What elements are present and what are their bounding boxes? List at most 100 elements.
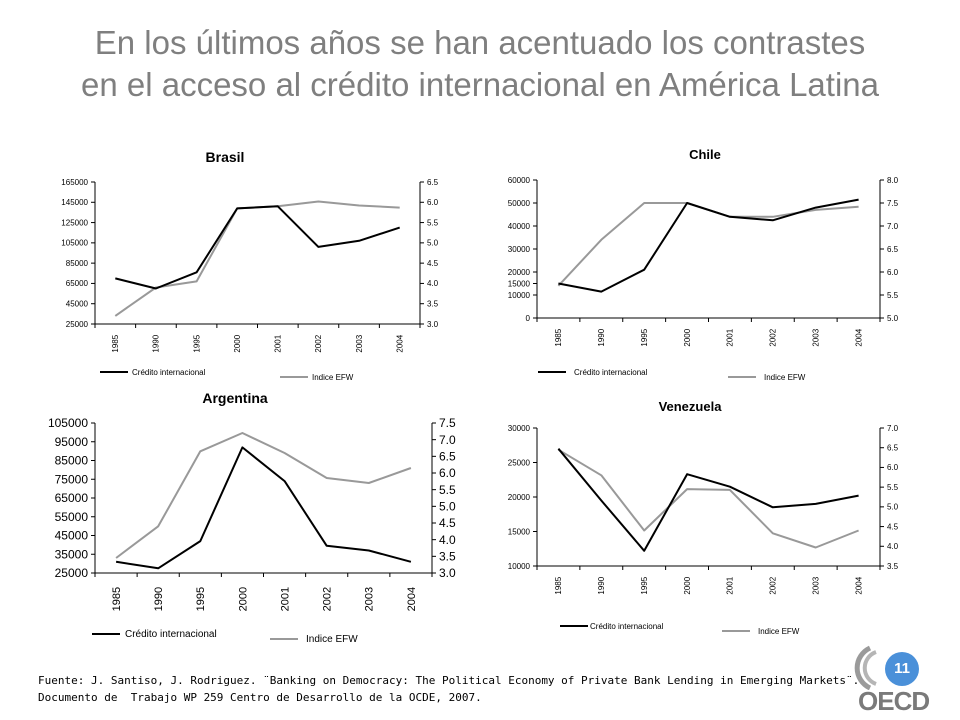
series-line-efw <box>557 202 859 287</box>
x-tick-label: 2003 <box>364 587 376 611</box>
left-tick-label: 20000 <box>508 268 531 277</box>
source-line-2: Documento de Trabajo WP 259 Centro de De… <box>38 691 482 704</box>
left-tick-label: 105000 <box>48 416 88 430</box>
x-tick-label: 1995 <box>192 334 201 352</box>
x-tick-label: 2002 <box>769 576 778 594</box>
right-tick-label: 7.0 <box>887 222 899 231</box>
x-tick-label: 1995 <box>640 328 649 346</box>
left-tick-label: 0 <box>526 314 531 323</box>
oecd-logo-text: OECD <box>858 686 930 716</box>
right-tick-label: 4.0 <box>439 533 456 547</box>
slide-title-line1: En los últimos años se han acentuado los… <box>94 24 866 61</box>
legend-label-efw: Indice EFW <box>758 627 800 636</box>
left-tick-label: 15000 <box>508 279 531 288</box>
legend-label-efw: Indice EFW <box>306 634 358 645</box>
x-tick-label: 2002 <box>314 334 323 352</box>
x-tick-label: 2002 <box>322 587 334 611</box>
x-tick-label: 2001 <box>726 328 735 346</box>
chart-title: Venezuela <box>659 399 723 414</box>
right-tick-label: 6.5 <box>427 178 439 187</box>
source-line-1: Fuente: J. Santiso, J. Rodriguez. ¨Banki… <box>38 674 860 687</box>
right-tick-label: 5.5 <box>887 291 899 300</box>
x-tick-label: 1985 <box>554 328 563 346</box>
x-tick-label: 2001 <box>726 576 735 594</box>
x-tick-label: 1985 <box>111 334 120 352</box>
right-tick-label: 7.5 <box>439 416 456 430</box>
x-tick-label: 2000 <box>233 334 242 352</box>
left-tick-label: 30000 <box>508 424 531 433</box>
left-tick-label: 45000 <box>55 529 89 543</box>
series-line-efw <box>557 448 859 549</box>
left-tick-label: 85000 <box>66 259 89 268</box>
right-tick-label: 4.5 <box>427 259 439 268</box>
chart-title: Brasil <box>206 149 245 165</box>
left-tick-label: 10000 <box>508 291 531 300</box>
right-tick-label: 7.0 <box>887 424 899 433</box>
right-tick-label: 6.0 <box>887 268 899 277</box>
left-tick-label: 45000 <box>66 300 89 309</box>
legend-label-credito: Crédito internacional <box>574 368 648 377</box>
x-tick-label: 2000 <box>683 576 692 594</box>
left-tick-label: 95000 <box>55 435 89 449</box>
right-tick-label: 5.0 <box>427 239 439 248</box>
right-tick-label: 4.5 <box>887 522 899 531</box>
legend-label-efw: Indice EFW <box>312 373 354 382</box>
legend-label-credito: Crédito internacional <box>132 368 206 377</box>
left-tick-label: 125000 <box>61 218 88 227</box>
right-tick-label: 3.5 <box>439 550 456 564</box>
x-tick-label: 1985 <box>554 576 563 594</box>
right-tick-label: 3.5 <box>887 562 899 571</box>
right-tick-label: 6.5 <box>887 444 899 453</box>
x-tick-label: 2002 <box>769 328 778 346</box>
left-tick-label: 105000 <box>61 239 88 248</box>
chart-brasil: Brasil 25000 45000 65000 85000 105000 125000 14… <box>61 149 439 382</box>
right-tick-label: 4.0 <box>427 279 439 288</box>
left-tick-label: 15000 <box>508 527 531 536</box>
legend-label-efw: Indice EFW <box>764 373 806 382</box>
left-tick-label: 65000 <box>55 491 89 505</box>
x-tick-label: 1985 <box>111 587 123 611</box>
right-tick-label: 6.5 <box>887 245 899 254</box>
left-tick-label: 50000 <box>508 199 531 208</box>
right-tick-label: 3.0 <box>439 566 456 580</box>
right-tick-label: 7.5 <box>887 199 899 208</box>
x-tick-label: 2003 <box>355 334 364 352</box>
x-tick-label: 2003 <box>811 576 820 594</box>
chart-argentina: Argentina 25000 35000 45000 55000 65000 75000 8… <box>48 390 456 645</box>
right-tick-label: 6.0 <box>887 463 899 472</box>
series-line-credito <box>115 446 412 570</box>
left-tick-label: 25000 <box>55 566 89 580</box>
legend-label-credito: Crédito internacional <box>590 622 664 631</box>
right-tick-label: 3.5 <box>427 300 439 309</box>
x-tick-label: 2003 <box>811 328 820 346</box>
series-line-credito <box>558 198 859 293</box>
right-tick-label: 5.5 <box>427 218 439 227</box>
x-tick-label: 1990 <box>597 328 606 346</box>
series-line-credito <box>115 205 401 290</box>
page-number-badge: 11 <box>885 652 919 686</box>
left-tick-label: 20000 <box>508 493 531 502</box>
left-tick-label: 10000 <box>508 562 531 571</box>
oecd-logo-icon <box>854 645 877 690</box>
chart-title: Argentina <box>202 390 268 406</box>
left-tick-label: 55000 <box>55 510 89 524</box>
x-tick-label: 1995 <box>640 576 649 594</box>
right-tick-label: 4.0 <box>887 542 899 551</box>
right-tick-label: 8.0 <box>887 176 899 185</box>
source-note: Fuente: J. Santiso, J. Rodriguez. ¨Banki… <box>38 672 859 706</box>
left-tick-label: 75000 <box>55 472 89 486</box>
x-tick-label: 1990 <box>153 587 165 611</box>
left-tick-label: 65000 <box>66 279 89 288</box>
legend-label-credito: Crédito internacional <box>125 629 217 640</box>
right-tick-label: 5.0 <box>887 314 899 323</box>
x-tick-label: 2004 <box>854 328 863 346</box>
right-tick-label: 6.0 <box>439 466 456 480</box>
x-tick-label: 1995 <box>195 587 207 611</box>
x-tick-label: 2001 <box>279 587 291 611</box>
x-tick-label: 2000 <box>683 328 692 346</box>
x-tick-label: 2001 <box>274 334 283 352</box>
chart-chile: Chile 0 10000 15000 20000 30000 40000 50000 6000… <box>508 147 899 382</box>
left-tick-label: 60000 <box>508 176 531 185</box>
left-tick-label: 85000 <box>55 454 89 468</box>
right-tick-label: 6.5 <box>439 450 456 464</box>
